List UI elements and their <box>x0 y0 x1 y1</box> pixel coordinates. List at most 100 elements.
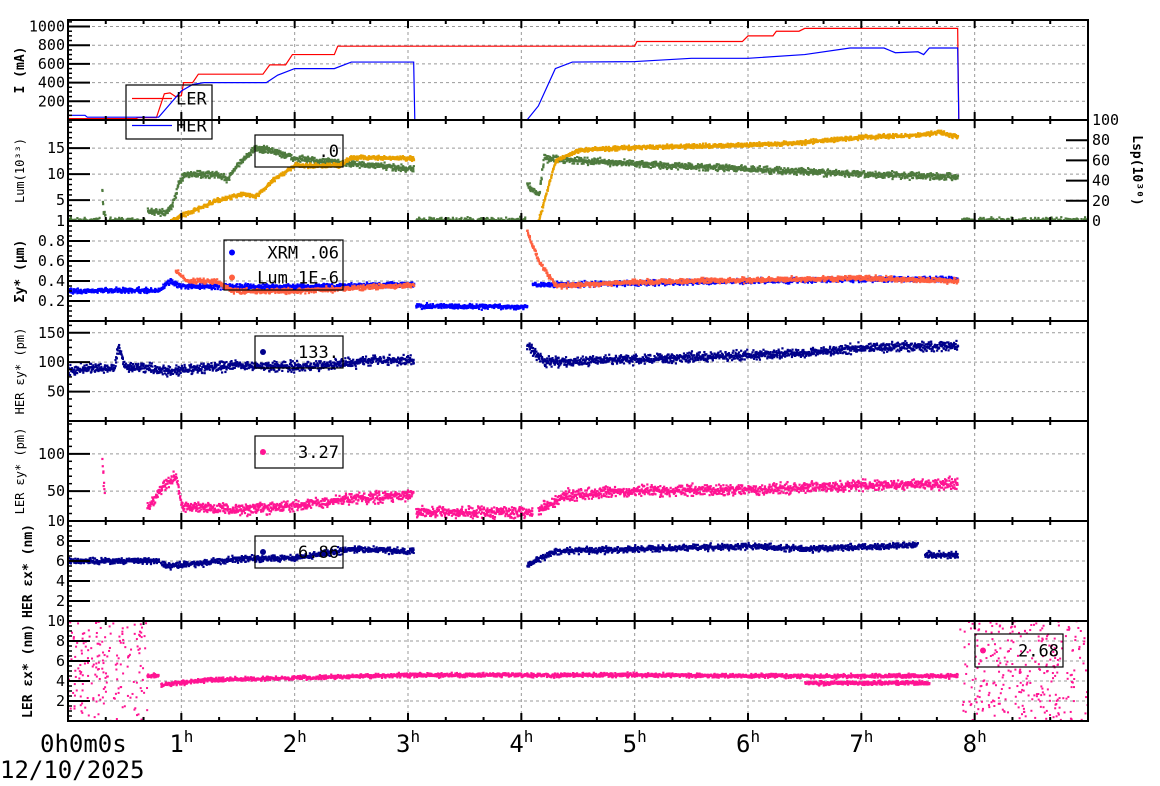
data-point <box>114 222 116 224</box>
data-point <box>971 222 973 224</box>
data-point <box>447 217 449 219</box>
data-point <box>550 177 552 179</box>
y-tick-label: 800 <box>38 36 65 54</box>
data-point <box>454 223 456 225</box>
data-point <box>549 179 551 181</box>
data-point <box>544 198 546 200</box>
data-point <box>584 157 586 159</box>
data-point <box>1028 222 1030 224</box>
data-point <box>509 222 511 224</box>
data-point <box>810 138 812 140</box>
data-point <box>969 223 971 225</box>
data-point <box>466 223 468 225</box>
data-point <box>450 224 452 226</box>
data-point <box>989 224 991 226</box>
data-point <box>728 169 730 171</box>
data-point <box>982 223 984 225</box>
data-point <box>313 157 315 159</box>
data-point <box>557 161 559 163</box>
data-point <box>803 173 805 175</box>
data-point <box>133 222 135 224</box>
data-point <box>98 217 100 219</box>
data-point <box>707 168 709 170</box>
data-point <box>638 166 640 168</box>
data-point <box>1020 223 1022 225</box>
data-point <box>124 223 126 225</box>
data-point <box>168 209 170 211</box>
data-point <box>400 170 402 172</box>
data-point <box>72 222 74 224</box>
data-point <box>207 175 209 177</box>
data-point <box>426 222 428 224</box>
data-point <box>848 176 850 178</box>
data-point <box>577 163 579 165</box>
data-point <box>506 224 508 226</box>
data-point <box>1025 222 1027 224</box>
data-point <box>702 169 704 171</box>
data-point <box>976 222 978 224</box>
data-point <box>977 222 979 224</box>
data-point <box>138 222 140 224</box>
data-point <box>175 197 177 199</box>
data-point <box>983 223 985 225</box>
data-point <box>471 222 473 224</box>
data-point <box>234 169 236 171</box>
data-point <box>499 222 501 224</box>
data-point <box>976 223 978 225</box>
data-point <box>101 189 103 191</box>
data-point <box>1085 223 1087 225</box>
data-point <box>460 217 462 219</box>
data-point <box>542 206 544 208</box>
data-point <box>1029 223 1031 225</box>
data-point <box>648 166 650 168</box>
data-point <box>573 162 575 164</box>
data-point <box>891 173 893 175</box>
data-point <box>874 171 876 173</box>
data-point <box>124 223 126 225</box>
data-point <box>587 164 589 166</box>
data-point <box>467 216 469 218</box>
data-point <box>454 223 456 225</box>
data-point <box>492 222 494 224</box>
data-point <box>125 222 127 224</box>
data-point <box>295 162 297 164</box>
data-point <box>87 222 89 224</box>
data-point <box>553 165 555 167</box>
data-point <box>644 166 646 168</box>
data-point <box>1058 222 1060 224</box>
data-point <box>238 165 240 167</box>
data-point <box>741 164 743 166</box>
data-point <box>748 168 750 170</box>
data-point <box>929 179 931 181</box>
data-point <box>884 177 886 179</box>
data-point <box>419 222 421 224</box>
data-point <box>127 222 129 224</box>
data-point <box>100 223 102 225</box>
data-point <box>527 184 529 186</box>
data-point <box>413 159 415 161</box>
data-point <box>1024 217 1026 219</box>
data-point <box>539 192 541 194</box>
data-point <box>845 140 847 142</box>
data-point <box>266 145 268 147</box>
data-point <box>504 222 506 224</box>
data-point <box>1083 223 1085 225</box>
data-point <box>231 172 233 174</box>
data-point <box>419 218 421 220</box>
data-point <box>1043 223 1045 225</box>
data-point <box>487 217 489 219</box>
data-point <box>1033 223 1035 225</box>
data-point <box>955 174 957 176</box>
data-point <box>773 171 775 173</box>
data-point <box>414 222 416 224</box>
data-point <box>228 179 230 181</box>
data-point <box>541 169 543 171</box>
data-point <box>1041 223 1043 225</box>
data-point <box>420 223 422 225</box>
data-point <box>147 207 149 209</box>
data-point <box>842 171 844 173</box>
data-point <box>524 224 526 226</box>
data-point <box>440 217 442 219</box>
data-point <box>421 222 423 224</box>
